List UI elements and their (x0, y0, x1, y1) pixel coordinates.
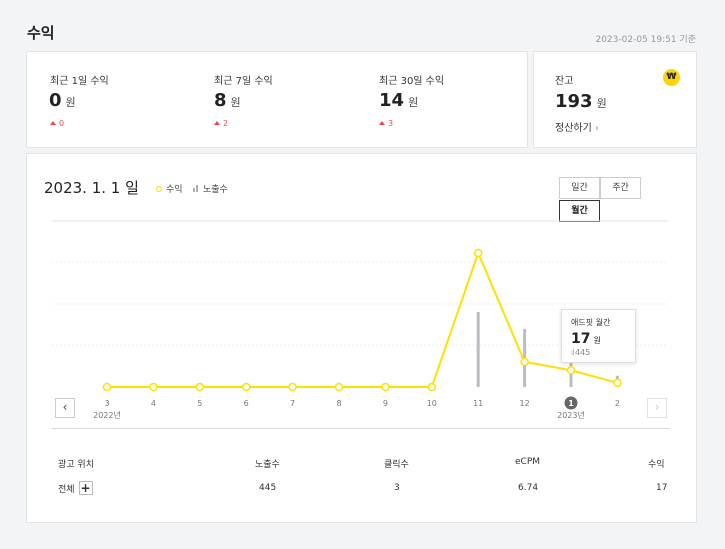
revenue-point[interactable] (613, 378, 622, 388)
revenue-point[interactable] (288, 382, 297, 392)
weekly-button[interactable]: 주간 (600, 177, 641, 199)
revenue-point[interactable] (473, 248, 483, 258)
stat-label-1d: 최근 1일 수익 (50, 76, 109, 87)
col-header-impressions: 노출수 (255, 460, 280, 470)
stat-delta-30d: 3 (379, 119, 393, 128)
table-row-label: 전체 + (58, 481, 93, 495)
col-header-clicks: 클릭수 (384, 460, 409, 470)
x-tick-label: 7 (290, 399, 295, 408)
revenue-point[interactable] (102, 382, 112, 392)
revenue-point[interactable] (195, 382, 205, 392)
page-title: 수익 (27, 24, 55, 42)
chart-tooltip: 애드핏 월간 17 원 ıl 445 (561, 309, 636, 363)
next-button[interactable]: › (647, 398, 667, 418)
daily-button[interactable]: 일간 (559, 177, 600, 199)
won-coin-icon: ₩ (663, 69, 680, 86)
balance-value: 193 원 (555, 91, 607, 112)
stat-delta-7d: 2 (214, 119, 228, 128)
year-label: 2022년 (93, 410, 121, 420)
x-tick-label: 9 (383, 399, 388, 408)
x-tick-label: 4 (151, 399, 156, 408)
revenue-point[interactable] (241, 382, 251, 392)
bar-icon (193, 185, 199, 192)
x-tick-label: 6 (244, 399, 249, 408)
timestamp: 2023-02-05 19:51 기준 (595, 35, 696, 45)
x-tick-label: 1 (568, 399, 574, 408)
prev-button[interactable]: ‹ (55, 398, 75, 418)
revenue-point[interactable] (520, 357, 529, 367)
x-tick-label: 11 (473, 399, 483, 408)
col-header-revenue: 수익 (648, 460, 665, 470)
x-tick-label: 2 (615, 399, 620, 408)
x-tick-label: 12 (520, 399, 530, 408)
balance-label: 잔고 (555, 76, 574, 87)
stat-label-30d: 최근 30일 수익 (379, 76, 445, 87)
divider (52, 428, 670, 429)
circle-icon (156, 185, 162, 192)
stat-label-7d: 최근 7일 수익 (214, 76, 273, 87)
balance-card: 잔고 ₩ 193 원 정산하기 › (533, 51, 697, 148)
revenue-line (107, 250, 618, 388)
revenue-point[interactable] (566, 366, 576, 375)
revenue-point[interactable] (381, 382, 390, 392)
revenue-point[interactable] (149, 382, 158, 392)
cell-revenue: 17 (656, 483, 668, 493)
col-header-ecpm: eCPM (515, 457, 541, 467)
tooltip-value: 17 원 (571, 331, 601, 347)
stat-delta-1d: 0 (50, 119, 64, 128)
x-tick-label: 3 (104, 399, 109, 408)
legend-revenue: 수익 (156, 182, 183, 195)
x-tick-label: 5 (197, 399, 202, 408)
chevron-right-icon: › (595, 123, 599, 134)
x-tick-highlight (564, 396, 578, 410)
bar-icon: ıl (571, 348, 575, 357)
revenue-point[interactable] (427, 382, 437, 392)
settle-link[interactable]: 정산하기 › (555, 123, 599, 134)
year-label: 2023년 (557, 410, 585, 420)
col-header-position: 광고 위치 (58, 460, 94, 470)
stat-value-30d: 14 원 (379, 90, 419, 111)
legend-impressions: 노출수 (193, 182, 228, 195)
cell-impressions: 445 (259, 483, 277, 493)
tooltip-impressions: ıl 445 (571, 348, 591, 357)
cell-clicks: 3 (394, 483, 400, 493)
revenue-point[interactable] (334, 382, 344, 392)
expand-button[interactable]: + (78, 481, 93, 495)
tooltip-title: 애드핏 월간 (571, 318, 611, 327)
cell-ecpm: 6.74 (518, 483, 539, 493)
x-tick-label: 10 (427, 399, 437, 408)
x-tick-label: 8 (336, 399, 341, 408)
impressions-bar (476, 312, 480, 387)
chart-date-title: 2023. 1. 1 일 (44, 179, 139, 197)
monthly-button[interactable]: 월간 (559, 200, 600, 222)
